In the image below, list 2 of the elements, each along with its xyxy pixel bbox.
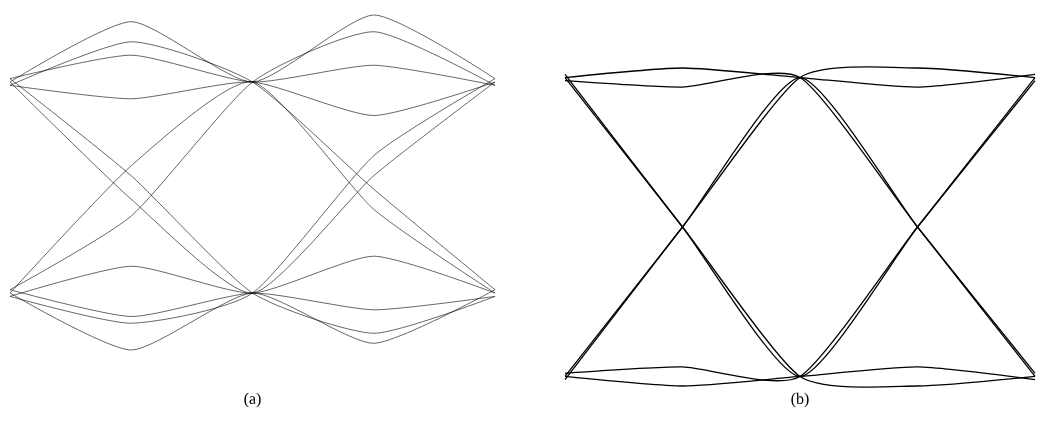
text: (b) — [791, 392, 809, 408]
text: (a) — [244, 392, 261, 408]
